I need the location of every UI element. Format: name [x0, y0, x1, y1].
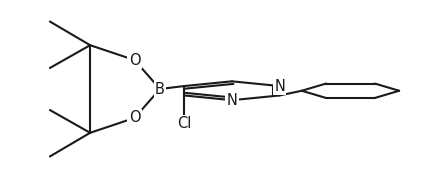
- Text: N: N: [274, 78, 285, 93]
- Text: N: N: [227, 93, 237, 108]
- Text: Cl: Cl: [177, 116, 191, 131]
- Text: O: O: [129, 53, 140, 68]
- Text: O: O: [129, 110, 140, 125]
- Text: B: B: [155, 82, 165, 96]
